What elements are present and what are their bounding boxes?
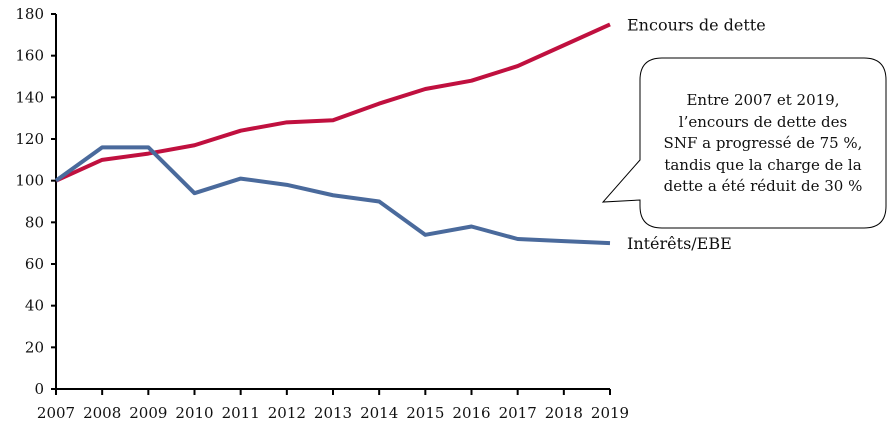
x-tick-label: 2014 [360, 404, 398, 422]
callout-line: Entre 2007 et 2019, [686, 91, 840, 110]
callout-line: l’encours de dette des [678, 112, 848, 131]
series-label: Encours de dette [627, 15, 766, 34]
y-tick-label: 0 [34, 380, 44, 398]
x-tick-label: 2007 [37, 404, 75, 422]
x-tick-label: 2009 [129, 404, 167, 422]
series-line-interets-ebe [54, 145, 611, 246]
y-tick-label: 100 [15, 172, 44, 190]
x-tick-label: 2017 [499, 404, 537, 422]
x-tick-label: 2011 [222, 404, 260, 422]
y-tick-label: 140 [15, 88, 44, 106]
series-line-encours-de-dette [55, 22, 611, 183]
callout-text: Entre 2007 et 2019, l’encours de dette d… [640, 60, 886, 228]
callout-line: tandis que la charge de la [664, 155, 862, 174]
y-tick-label: 120 [15, 130, 44, 148]
callout-line: SNF a progressé de 75 %, [663, 134, 863, 153]
y-tick-label: 60 [25, 255, 44, 273]
callout-bubble [601, 57, 887, 229]
series-label: Intérêts/EBE [627, 234, 732, 253]
x-tick-label: 2016 [452, 404, 490, 422]
series-group [54, 22, 611, 246]
y-tick-label: 80 [25, 213, 44, 231]
y-tick-label: 40 [25, 297, 44, 315]
series-labels: Encours de dette Intérêts/EBE [627, 15, 766, 253]
x-tick-label: 2013 [314, 404, 352, 422]
y-tick-label: 180 [15, 5, 44, 23]
x-tick-label: 2019 [591, 404, 629, 422]
callout-line: dette a été réduit de 30 % [663, 177, 863, 196]
y-tick-label: 160 [15, 47, 44, 65]
x-tick-label: 2018 [545, 404, 583, 422]
y-tick-label: 20 [25, 338, 44, 356]
x-tick-label: 2010 [175, 404, 213, 422]
axes: 0 20 40 60 80 100 120 140 160 180 2007 2008 2009 2010… [15, 5, 629, 422]
x-tick-label: 2012 [268, 404, 306, 422]
x-tick-label: 2008 [83, 404, 121, 422]
x-tick-label: 2015 [406, 404, 444, 422]
